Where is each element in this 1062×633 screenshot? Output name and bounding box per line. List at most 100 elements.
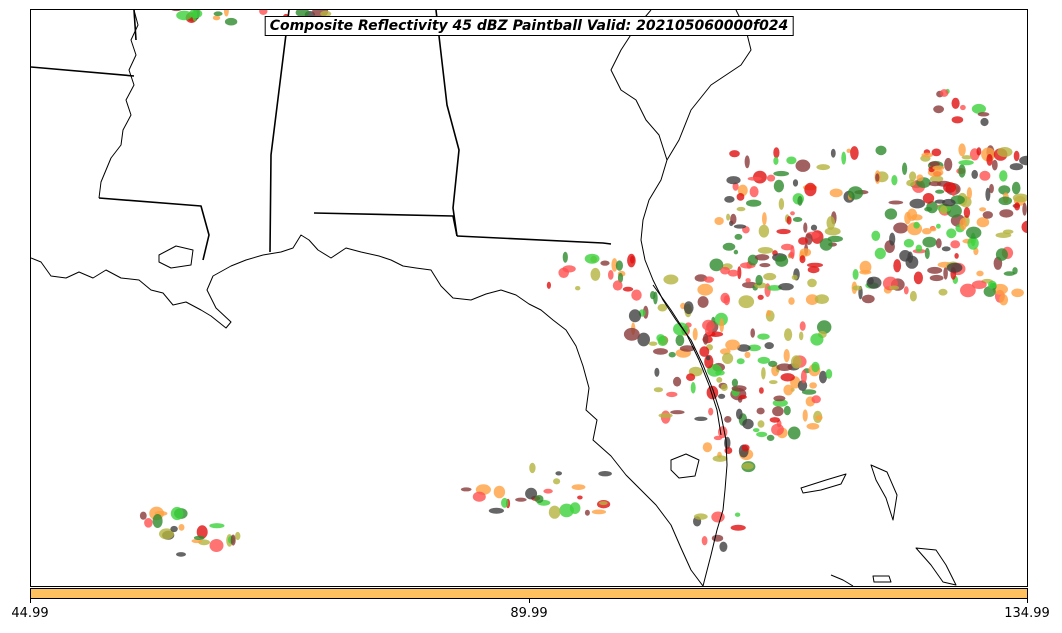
reflectivity-blob [980, 117, 989, 127]
mississippi-river [98, 10, 139, 199]
reflectivity-blob [985, 187, 991, 201]
lake-okeechobee [670, 453, 700, 479]
reflectivity-blob [904, 211, 911, 225]
reflectivity-blob [966, 226, 982, 239]
reflectivity-blob [971, 280, 987, 290]
reflectivity-blob [702, 442, 713, 453]
reflectivity-blob [711, 511, 725, 523]
reflectivity-blob [598, 471, 612, 477]
reflectivity-blob [931, 148, 942, 157]
reflectivity-blob [801, 389, 817, 395]
reflectivity-blob [692, 327, 698, 341]
reflectivity-blob [724, 196, 735, 203]
reflectivity-blob [982, 211, 993, 219]
reflectivity-blob [575, 286, 581, 291]
reflectivity-blob [724, 447, 733, 454]
reflectivity-blob [991, 159, 998, 171]
reflectivity-blob [731, 378, 739, 387]
reflectivity-blob [235, 531, 241, 541]
reflectivity-blob [936, 223, 941, 229]
reflectivity-blob [591, 509, 607, 515]
reflectivity-blob [224, 17, 238, 26]
reflectivity-blob [997, 147, 1013, 157]
reflectivity-blob [152, 514, 163, 528]
map-title: Composite Reflectivity 45 dBZ Paintball … [264, 16, 794, 36]
reflectivity-blob [922, 236, 937, 248]
reflectivity-blob [742, 418, 754, 430]
reflectivity-blob [961, 155, 972, 160]
reflectivity-paintball-layer [139, 10, 1028, 557]
reflectivity-blob [995, 248, 1008, 261]
reflectivity-blob [951, 116, 964, 124]
indian-river-lagoon [652, 284, 722, 436]
reflectivity-blob [762, 212, 767, 226]
reflectivity-blob [874, 247, 886, 260]
reflectivity-blob [571, 484, 586, 490]
reflectivity-blob [941, 246, 951, 252]
reflectivity-blob [911, 214, 923, 221]
reflectivity-blob [679, 345, 696, 352]
reflectivity-blob [699, 346, 710, 357]
bahamas-small [872, 575, 892, 583]
reflectivity-blob [871, 230, 881, 241]
reflectivity-blob [720, 292, 730, 304]
reflectivity-blob [909, 198, 926, 209]
reflectivity-blob [718, 393, 726, 399]
reflectivity-blob [725, 339, 740, 351]
reflectivity-blob [543, 488, 553, 494]
reflectivity-blob [809, 382, 817, 389]
reflectivity-blob [734, 512, 741, 517]
reflectivity-blob [989, 183, 994, 194]
reflectivity-blob [763, 272, 777, 281]
reflectivity-blob [932, 165, 945, 171]
reflectivity-blob [976, 270, 984, 277]
reflectivity-blob [648, 341, 658, 346]
reflectivity-blob [806, 423, 820, 430]
reflectivity-blob [795, 159, 811, 172]
reflectivity-blob [756, 431, 768, 438]
reflectivity-blob [940, 89, 949, 97]
reflectivity-blob [746, 199, 762, 207]
reflectivity-blob [791, 355, 802, 369]
reflectivity-blob [1027, 223, 1028, 235]
reflectivity-blob [888, 200, 904, 205]
reflectivity-blob [702, 319, 715, 331]
reflectivity-blob [811, 361, 820, 373]
reflectivity-blob [766, 434, 775, 441]
reflectivity-blob [631, 289, 642, 301]
reflectivity-blob [757, 356, 770, 364]
reflectivity-blob [803, 222, 808, 233]
reflectivity-blob [736, 193, 745, 201]
reflectivity-blob [742, 462, 754, 470]
reflectivity-blob [922, 228, 932, 235]
border-ga-fl [456, 235, 612, 245]
reflectivity-blob [1022, 202, 1027, 216]
reflectivity-blob [747, 344, 761, 352]
reflectivity-blob [562, 251, 568, 263]
reflectivity-blob [781, 243, 794, 251]
reflectivity-blob [999, 209, 1014, 218]
la-coast [31, 254, 264, 329]
reflectivity-blob [546, 281, 552, 289]
reflectivity-blob [875, 145, 887, 156]
reflectivity-blob [819, 238, 833, 251]
reflectivity-blob [967, 236, 979, 250]
reflectivity-blob [1014, 202, 1020, 211]
reflectivity-blob [861, 294, 875, 304]
bahamas-grand [800, 473, 847, 494]
reflectivity-blob [999, 170, 1008, 182]
reflectivity-blob [744, 155, 750, 169]
bahamas-abaco [870, 464, 898, 521]
reflectivity-blob [584, 509, 590, 516]
reflectivity-blob [1009, 163, 1024, 171]
colorbar [30, 588, 1028, 599]
reflectivity-blob [807, 278, 817, 288]
reflectivity-blob [738, 295, 755, 309]
reflectivity-blob [756, 407, 765, 415]
reflectivity-blob [612, 280, 623, 291]
reflectivity-blob [611, 258, 618, 272]
reflectivity-blob [889, 285, 900, 290]
reflectivity-blob [654, 367, 660, 377]
reflectivity-blob [744, 351, 751, 358]
reflectivity-blob [178, 524, 185, 531]
